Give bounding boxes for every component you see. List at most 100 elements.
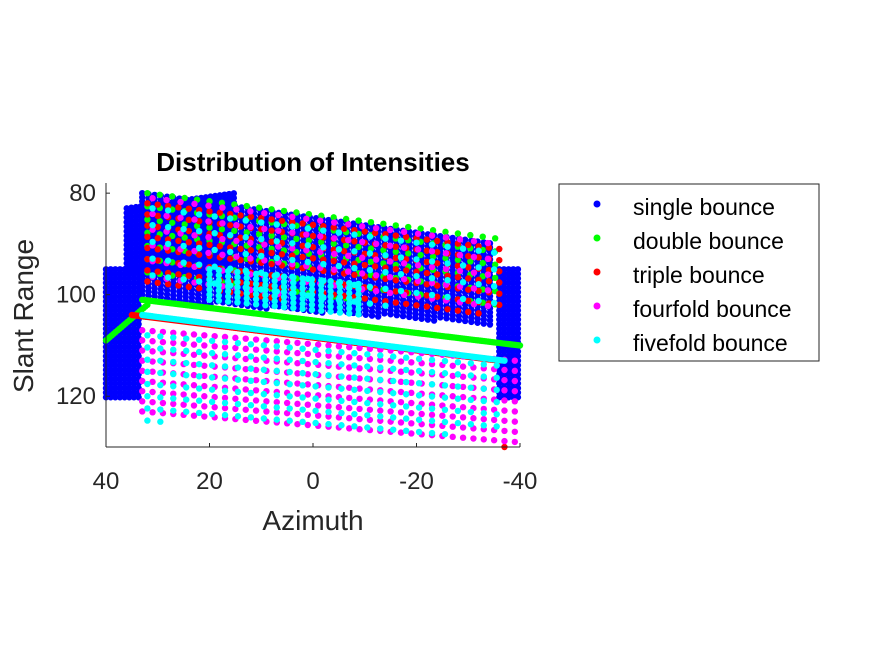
legend-box [558, 183, 820, 362]
data-point [366, 283, 374, 291]
data-point [314, 341, 322, 348]
data-point [164, 269, 172, 277]
data-point [201, 342, 208, 349]
data-point [317, 233, 324, 240]
data-point [116, 334, 124, 342]
data-point [164, 280, 172, 288]
data-point [390, 389, 397, 397]
data-point [505, 279, 512, 287]
data-point [397, 409, 405, 416]
data-point [390, 377, 397, 385]
data-point [121, 366, 128, 374]
data-point [234, 279, 241, 286]
data-point [144, 222, 151, 229]
data-point [195, 348, 203, 356]
data-point [219, 251, 226, 258]
data-point [164, 223, 172, 231]
data-point [247, 389, 255, 397]
data-point [263, 347, 270, 354]
data-point [116, 302, 124, 310]
data-point [500, 330, 508, 337]
data-point [346, 354, 353, 361]
data-point [252, 290, 260, 298]
data-point [356, 385, 363, 392]
data-point [107, 288, 114, 296]
data-point [505, 334, 512, 342]
data-point [139, 347, 146, 354]
data-point [402, 427, 410, 435]
data-point [318, 277, 325, 284]
data-point [500, 279, 508, 287]
data-point [505, 275, 512, 282]
data-point [308, 281, 316, 288]
data-point [496, 334, 503, 342]
data-point [413, 302, 420, 309]
data-point [252, 397, 260, 404]
data-point [382, 231, 389, 238]
data-point [501, 387, 508, 394]
data-point [132, 208, 140, 215]
data-point [201, 393, 208, 400]
data-point [195, 285, 203, 292]
data-point [268, 216, 275, 223]
data-point [183, 347, 190, 355]
data-point [126, 366, 133, 374]
data-point [414, 246, 422, 253]
data-point [380, 246, 387, 254]
data-point [232, 344, 239, 352]
data-point [157, 369, 164, 377]
data-point [355, 280, 362, 288]
data-point [252, 275, 260, 283]
data-point [346, 300, 353, 307]
data-point [382, 264, 389, 271]
data-point [475, 287, 482, 295]
data-point [130, 330, 138, 337]
data-point [211, 206, 219, 213]
data-point [112, 352, 119, 360]
data-point [190, 412, 198, 419]
data-point [234, 413, 242, 420]
data-point [112, 293, 119, 300]
data-point [206, 286, 213, 293]
data-point [304, 350, 312, 358]
data-point [491, 274, 499, 282]
data-point [390, 402, 397, 409]
data-point [336, 294, 344, 301]
data-point [180, 209, 187, 216]
data-point [392, 288, 399, 295]
data-point [375, 313, 382, 320]
data-point [413, 256, 420, 263]
data-point [242, 234, 249, 241]
data-point [299, 305, 306, 313]
data-point [454, 358, 462, 366]
data-point [325, 413, 332, 420]
data-point [400, 228, 408, 236]
data-point [243, 274, 250, 282]
data-point [163, 212, 170, 220]
data-point [112, 362, 119, 369]
data-point [475, 243, 482, 250]
data-point [314, 351, 322, 358]
data-point [149, 221, 156, 229]
data-point [510, 348, 517, 355]
data-point [382, 302, 389, 309]
data-point [299, 357, 306, 365]
data-point [351, 260, 358, 267]
data-point [318, 292, 325, 299]
data-point [415, 404, 423, 411]
data-point [496, 307, 503, 314]
data-point [514, 316, 522, 323]
data-point [121, 348, 128, 355]
legend-label: triple bounce [633, 262, 765, 288]
data-point [428, 248, 436, 255]
data-point [340, 247, 348, 255]
data-point [465, 264, 472, 271]
data-point [201, 382, 208, 390]
data-point [364, 351, 371, 358]
data-point [414, 262, 422, 269]
data-point [406, 313, 413, 321]
data-point [262, 276, 269, 284]
data-point [215, 297, 223, 304]
data-point [130, 357, 138, 364]
data-point [397, 270, 405, 278]
